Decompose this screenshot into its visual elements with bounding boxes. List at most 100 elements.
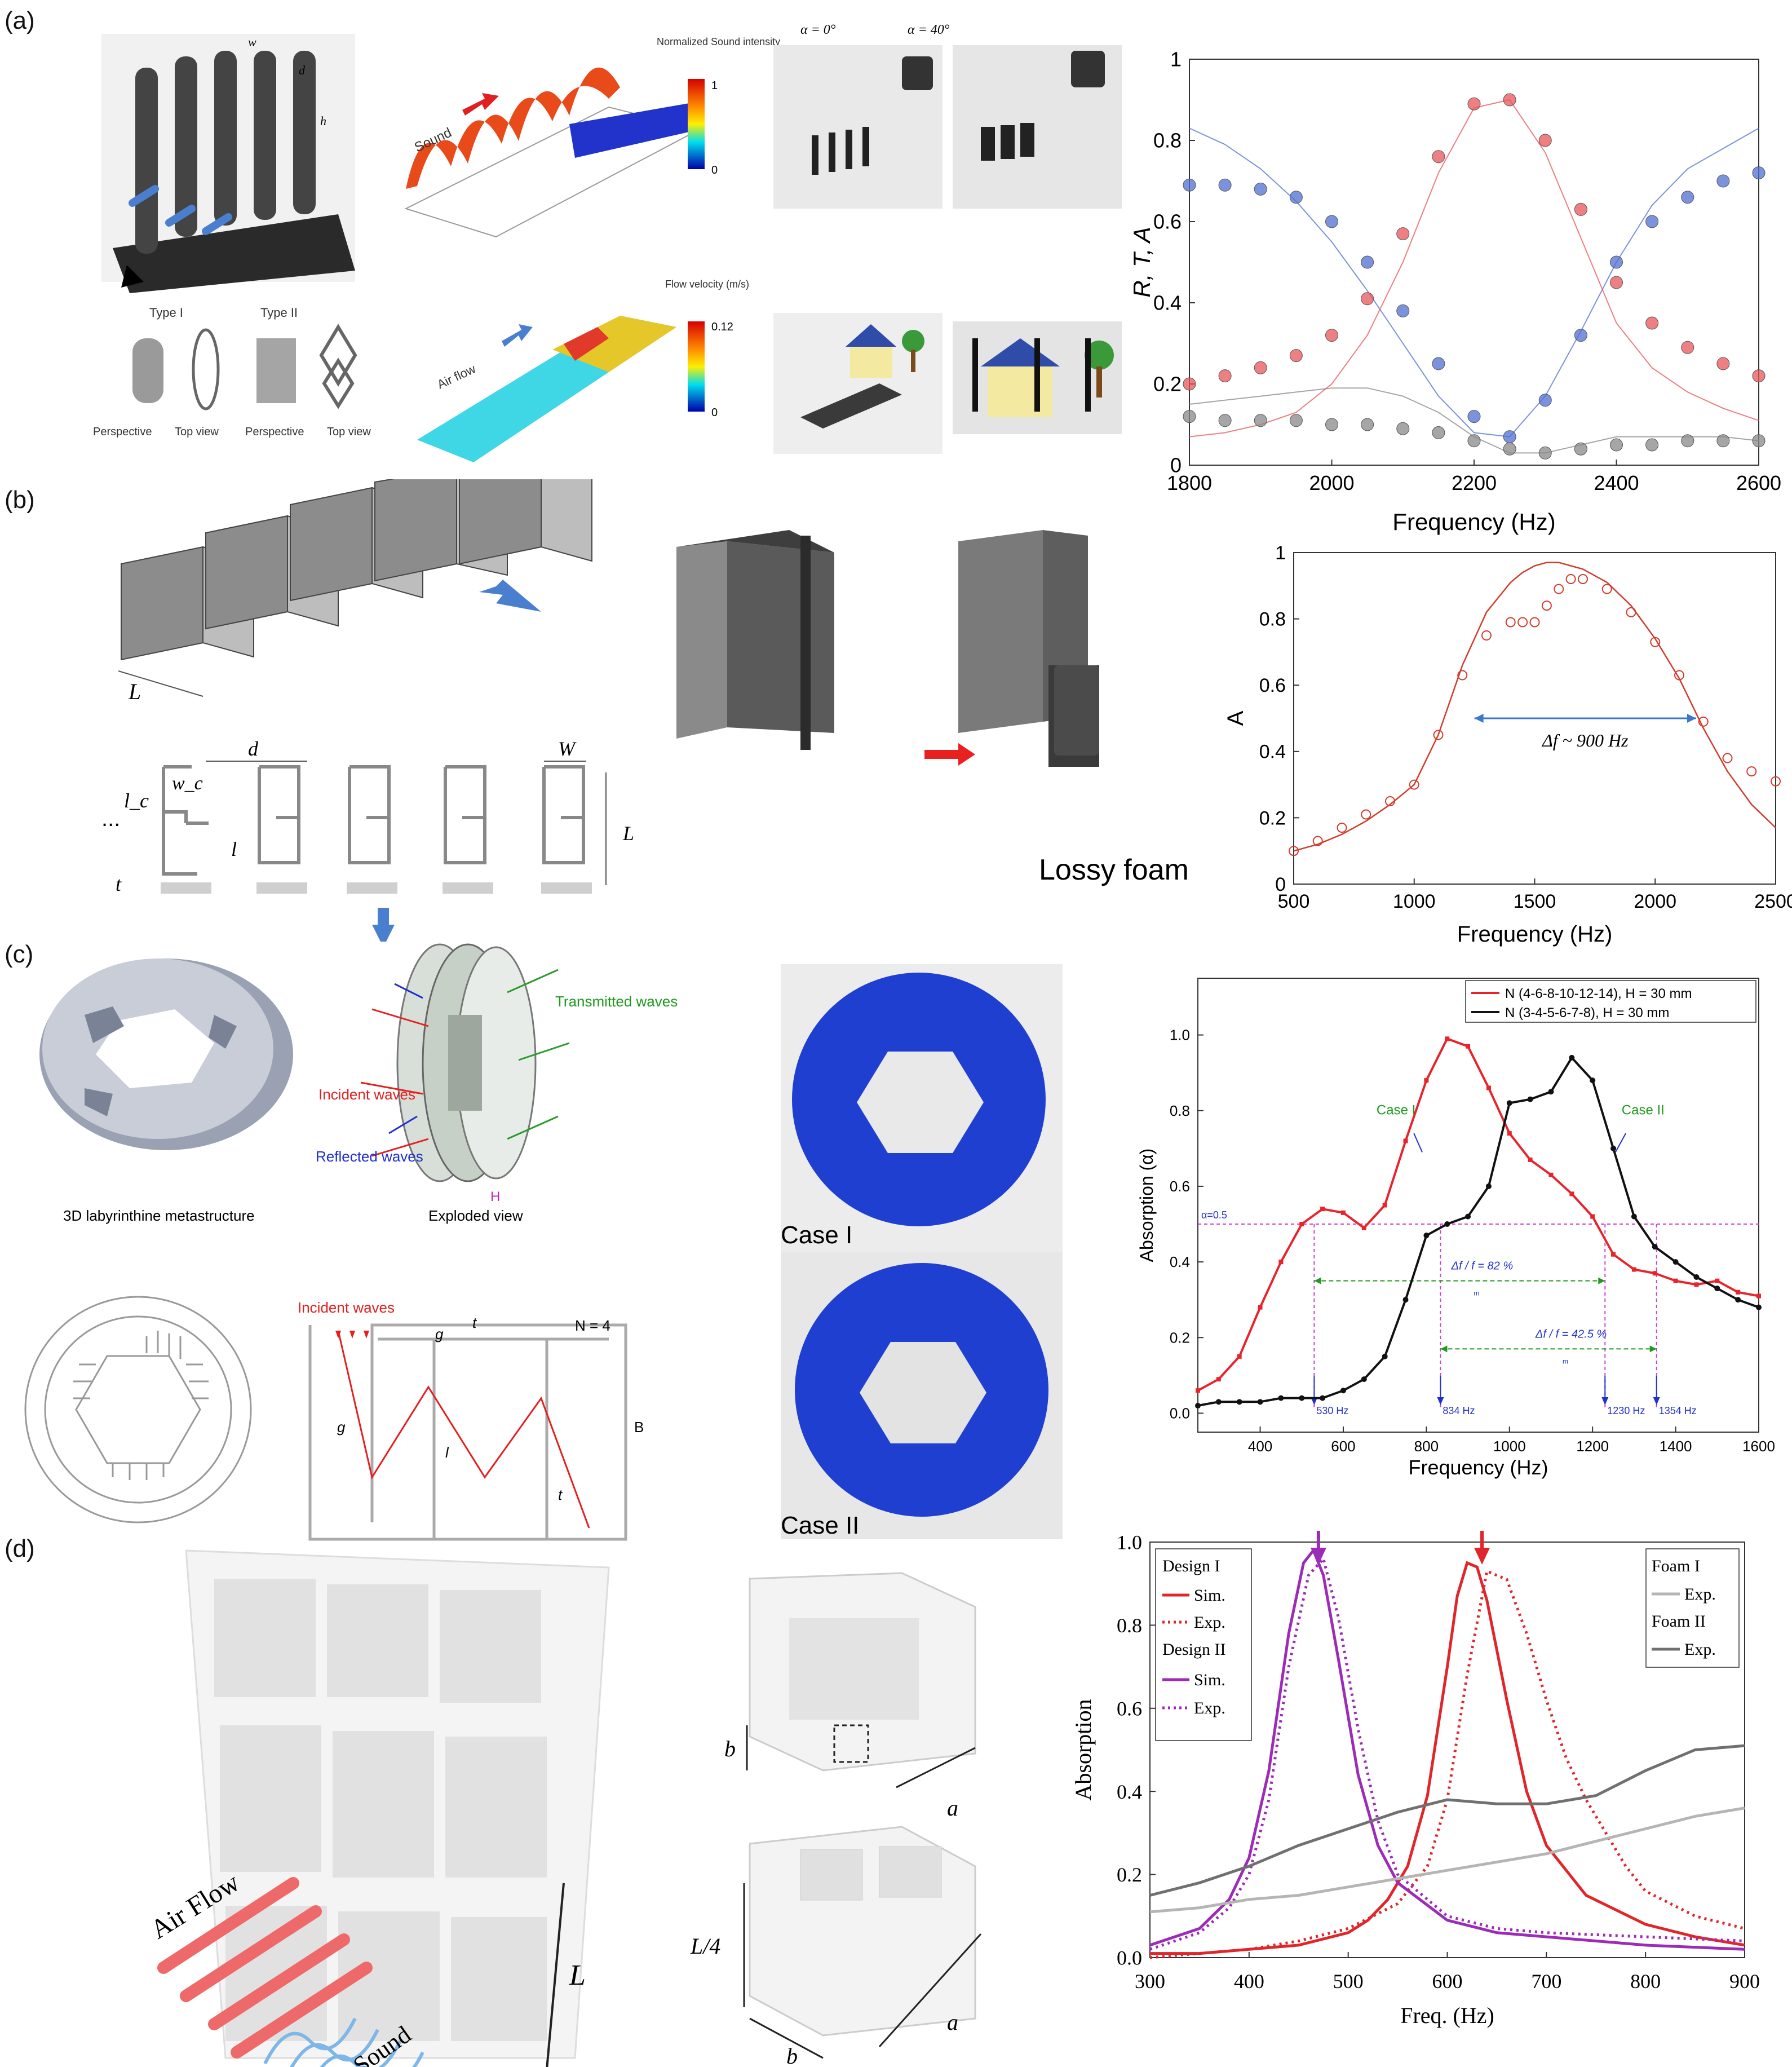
perspective-label-2: Perspective: [245, 426, 304, 438]
data-point: [1337, 823, 1347, 833]
alpha40-label: α = 40°: [908, 23, 950, 37]
data-point: [1289, 846, 1299, 856]
data-point: [1698, 716, 1709, 727]
structure-caption: 3D labyrinthine metastructure: [63, 1207, 255, 1224]
incident-waves-top-label: Incident waves: [298, 1299, 395, 1316]
sound-colorbar-title: Normalized Sound intensity: [657, 36, 780, 47]
sound-colorbar: [688, 79, 705, 169]
bandwidth-label: Δf / f = 82 %: [1451, 1260, 1514, 1273]
series-marker-1: [1382, 1353, 1388, 1359]
data-point-T: [1218, 178, 1232, 192]
flow-colorbar-max: 0.12: [711, 321, 733, 333]
y-tick-label: 0.4: [1117, 1781, 1142, 1803]
dim-W: W: [558, 737, 577, 760]
series-marker-0: [1486, 1085, 1491, 1090]
series-marker-0: [1631, 1267, 1636, 1272]
series-marker-0: [1258, 1305, 1263, 1310]
y-tick-label: 0.0: [1170, 1405, 1190, 1422]
bandwidth-arrowhead: [1440, 1345, 1448, 1353]
x-tick-label: 2400: [1594, 471, 1639, 494]
case2-photo: [781, 1252, 1063, 1539]
resonator-array-3d: [121, 479, 592, 661]
series-marker-1: [1465, 1213, 1471, 1220]
series-marker-1: [1527, 1096, 1533, 1102]
bandwidth-label: Δf / f = 42.5 %: [1535, 1328, 1607, 1340]
panel-label-b: (b): [5, 486, 35, 514]
labyrinth-ring-3d: [39, 959, 293, 1150]
series-marker-1: [1631, 1213, 1637, 1220]
series-line-1: [1197, 1055, 1759, 1407]
foam-photo: [676, 530, 1099, 767]
data-point-A: [1503, 442, 1516, 456]
data-point-A: [1645, 438, 1659, 452]
x-tick-label: 1600: [1742, 1438, 1775, 1455]
series-marker-0: [1694, 1282, 1699, 1287]
y-tick-label: 1: [1275, 542, 1286, 564]
legend-design2: Design II: [1162, 1640, 1225, 1659]
panel-label-c: (c): [5, 940, 34, 968]
series-marker-0: [1320, 1207, 1325, 1212]
series-marker-1: [1215, 1399, 1222, 1405]
legend-foam1: Foam I: [1652, 1557, 1700, 1575]
y-tick-label: 0.2: [1117, 1863, 1142, 1886]
case1-pointer: [1413, 1133, 1423, 1152]
y-tick-label: 0.2: [1170, 1329, 1190, 1346]
series-marker-0: [1237, 1354, 1242, 1359]
axis-x-label: x: [101, 2059, 112, 2067]
sound-arrow-icon: [462, 93, 499, 116]
a-label-upper: a: [947, 1795, 958, 1821]
y-tick-label: 0.6: [1117, 1697, 1142, 1720]
data-point: [1505, 617, 1516, 628]
data-point-R: [1681, 341, 1694, 354]
x-tick-label: 2200: [1452, 471, 1497, 494]
data-point-R: [1289, 349, 1303, 363]
data-point-T: [1503, 430, 1516, 444]
y-tick-label: 0.6: [1259, 675, 1286, 696]
data-point: [1554, 584, 1564, 594]
series-marker-1: [1756, 1304, 1762, 1310]
series-marker-0: [1216, 1377, 1221, 1382]
wave-path: [337, 1330, 590, 1529]
panel-d-illustrations: Air Flow Sound L x z y b a L/4 b a: [101, 1549, 982, 2067]
marker-label: 530 Hz: [1316, 1405, 1348, 1416]
L4-label: L/4: [690, 1933, 720, 1959]
data-point: [1601, 584, 1612, 594]
fit-line-T: [1189, 127, 1759, 438]
chart-a-ylabel: R, T, A: [1129, 227, 1155, 297]
data-point: [1541, 600, 1552, 611]
data-point-A: [1538, 446, 1552, 460]
red-arrow-icon: [924, 743, 975, 766]
unit-cell-upper: [749, 1572, 976, 1772]
legend-entry: N (4-6-8-10-12-14), H = 30 mm: [1505, 986, 1692, 1001]
series-marker-1: [1735, 1297, 1741, 1303]
type1-label: Type I: [149, 306, 183, 320]
series-line-1: [1149, 1569, 1745, 1959]
type2-perspective-shape: [256, 338, 296, 403]
x-tick-label: 800: [1414, 1438, 1439, 1455]
data-point-R: [1361, 292, 1374, 306]
series-marker-1: [1299, 1395, 1305, 1401]
legend-foam1-exp: Exp.: [1684, 1585, 1716, 1604]
legend-right-box: [1645, 1548, 1740, 1668]
data-point-A: [1361, 418, 1374, 431]
legend-sim2: Sim.: [1194, 1671, 1225, 1689]
x-tick-label: 2500: [1754, 891, 1792, 912]
dim-d: d: [248, 737, 259, 760]
bandwidth-arrowhead: [1314, 1277, 1321, 1284]
data-point-R: [1325, 329, 1338, 342]
series-marker-0: [1652, 1271, 1657, 1276]
chart-b-ylabel: A: [1223, 710, 1248, 726]
series-marker-1: [1672, 1259, 1679, 1265]
x-tick-label: 1200: [1576, 1438, 1609, 1455]
chart-c-xlabel: Frequency (Hz): [1408, 1456, 1548, 1479]
data-point-T: [1716, 174, 1730, 188]
reflected-label: Reflected waves: [316, 1148, 423, 1165]
type2-label: Type II: [260, 306, 298, 320]
type1-topview-shape: [192, 328, 220, 410]
data-point: [1674, 670, 1684, 681]
legend-entry: N (3-4-5-6-7-8), H = 30 mm: [1505, 1005, 1669, 1021]
incident-arrow-icon: [479, 580, 541, 612]
data-point-R: [1396, 227, 1410, 241]
sound-intensity-simulation: [404, 67, 701, 238]
data-point-A: [1681, 434, 1694, 448]
